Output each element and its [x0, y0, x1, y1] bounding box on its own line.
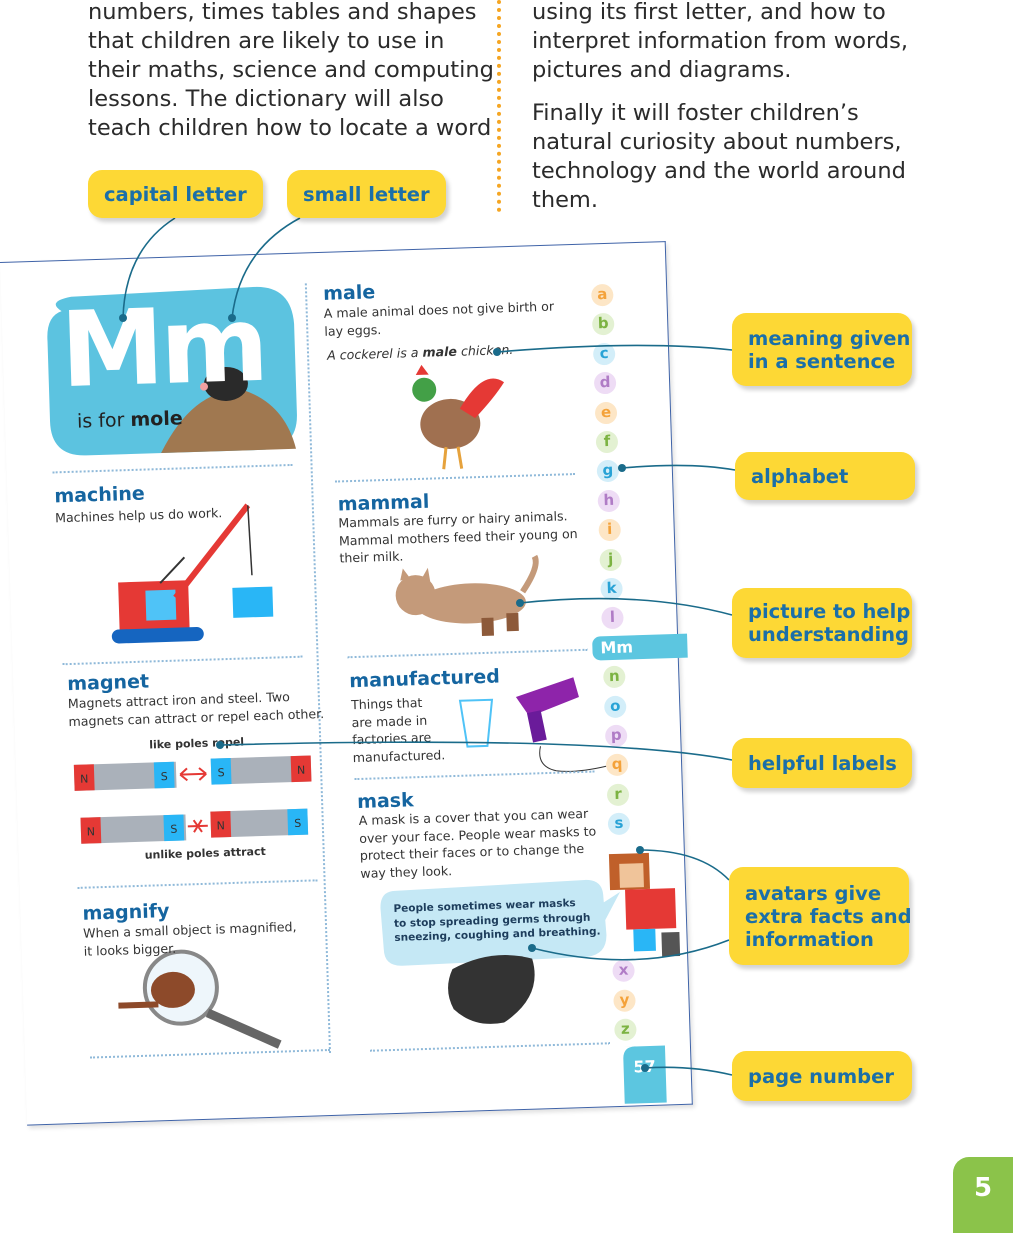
callout: capital letter — [88, 170, 263, 218]
pole-label: S — [217, 766, 224, 779]
manufactured-items — [458, 677, 607, 772]
callout: avatars give extra facts and information — [729, 867, 912, 965]
headword: male — [322, 281, 376, 305]
intro-line: them. — [532, 187, 598, 213]
mole — [203, 366, 248, 401]
callout: page number — [732, 1051, 912, 1101]
intro-line: interpret information from words, — [532, 28, 908, 54]
cat — [395, 554, 539, 637]
callout-text: in a sentence — [748, 349, 896, 373]
pole-label: S — [161, 770, 168, 783]
callout: small letter — [287, 170, 446, 218]
intro-line: lessons. The dictionary will also — [88, 86, 444, 112]
hero-prefix: is for — [76, 409, 125, 433]
pole-label: N — [87, 825, 96, 838]
page-number: 57 — [633, 1056, 657, 1077]
callout-text: understanding — [748, 623, 910, 646]
definition: A mask is a cover that you can wear over … — [358, 805, 597, 882]
definition: Things that are made in factories are manuf… — [351, 693, 446, 766]
intro-line: numbers, times tables and shapes — [88, 0, 477, 25]
pole-label: N — [297, 764, 306, 777]
example-text: A cockerel is a — [326, 344, 423, 363]
callout: helpful labels — [732, 738, 912, 788]
intro-right-1: using its first letter, and how to interp… — [532, 0, 908, 85]
magnets: N S S N N S N S — [73, 755, 312, 844]
callout-text: capital letter — [104, 182, 247, 206]
callout-text: information — [745, 927, 874, 951]
dictionary-page: N S S N N S N S — [0, 241, 693, 1126]
mole-nose — [200, 382, 209, 391]
callout: alphabet — [735, 452, 915, 500]
avatar — [608, 852, 681, 957]
example-text: chicken. — [456, 341, 514, 359]
headword: mask — [356, 789, 415, 814]
headword: magnify — [82, 900, 170, 925]
callout-text: page number — [748, 1064, 894, 1088]
callout: meaning given in a sentence — [732, 313, 912, 386]
page-number-tab — [622, 1045, 667, 1104]
callout-text: small letter — [303, 182, 430, 206]
example-bold: male — [422, 343, 458, 360]
book-page-number: 5 — [953, 1157, 1013, 1233]
intro-line: teach children how to locate a word — [88, 115, 492, 141]
pole-label: N — [80, 772, 89, 785]
callout-text: extra facts and — [745, 904, 912, 928]
hero-word: mole — [130, 407, 183, 431]
alphabet-letter: e — [594, 401, 618, 424]
intro-line: natural curiosity about numbers, — [532, 129, 902, 155]
alphabet-letter: j — [599, 548, 622, 571]
intro-line: technology and the world around — [532, 158, 906, 184]
definition: When a small object is magnified, it look… — [83, 918, 297, 960]
headword: magnet — [66, 670, 150, 696]
pole-label: S — [170, 823, 177, 836]
callout-text: helpful labels — [748, 751, 897, 775]
current-letter-tab: Mm — [592, 633, 688, 661]
crane — [111, 503, 274, 644]
callout-text: alphabet — [751, 464, 849, 488]
callout-text: avatars give — [745, 881, 882, 905]
mole-hill — [161, 390, 297, 454]
definition: A male animal does not give birth or lay … — [324, 298, 555, 340]
hero-caption: is for mole — [77, 407, 183, 432]
intro-right-2: Finally it will foster children’s natural… — [532, 99, 906, 215]
callout-text: meaning given — [748, 326, 911, 350]
pole-label: S — [294, 817, 301, 830]
intro-line: using its first letter, and how to — [532, 0, 886, 25]
hero-letters: Mm — [58, 282, 267, 412]
rooster — [412, 364, 505, 470]
intro-line: that children are likely to use in — [88, 28, 445, 54]
intro-line: pictures and diagrams. — [532, 57, 792, 83]
callout: picture to help understanding — [732, 588, 912, 658]
definition: Mammals are furry or hairy animals. Mamma… — [338, 507, 578, 567]
definition-line: factories are — [351, 729, 432, 748]
headword: machine — [54, 482, 146, 508]
intro-left: numbers, times tables and shapes that chi… — [88, 0, 494, 143]
callout-text: picture to help — [748, 600, 911, 623]
intro-line: their maths, science and computing — [88, 57, 494, 83]
column-divider — [497, 0, 501, 212]
pole-label: N — [217, 819, 226, 832]
definition-line: manufactured. — [352, 746, 446, 765]
avatar-fact: People sometimes wear masks to stop sprea… — [393, 895, 600, 945]
alphabet-letter: y — [613, 989, 636, 1012]
intro-line: Finally it will foster children’s — [532, 100, 859, 126]
magnifier — [118, 949, 282, 1049]
alphabet-letter: o — [603, 695, 627, 718]
face-mask — [448, 955, 535, 1024]
